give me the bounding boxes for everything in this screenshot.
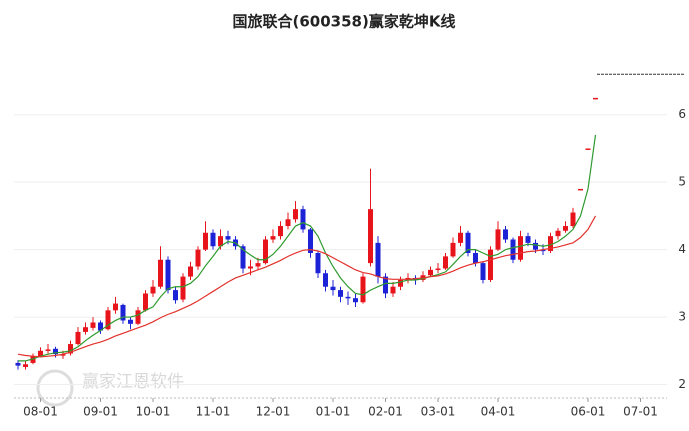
candle-body <box>525 236 531 243</box>
candle-body <box>15 362 21 366</box>
candle-body <box>195 249 201 267</box>
y-tick-label: 5 <box>678 175 686 189</box>
candle-body <box>173 290 178 301</box>
candle-body <box>113 303 118 311</box>
candle-body <box>315 253 321 274</box>
candle-body <box>23 364 28 367</box>
candle-body <box>30 356 36 363</box>
candle-body <box>555 230 561 237</box>
candle-body <box>398 279 403 287</box>
candle-body <box>465 232 471 253</box>
x-tick-label: 01-01 <box>316 405 351 419</box>
candle-body <box>263 239 268 264</box>
candle-body <box>540 249 546 252</box>
x-tick-label: 03-01 <box>421 405 456 419</box>
candle-body <box>218 236 223 247</box>
candle-body <box>488 249 493 280</box>
y-tick-label: 6 <box>678 107 686 121</box>
candle-body <box>353 298 358 303</box>
x-tick-label: 06-01 <box>571 405 606 419</box>
candle-body <box>360 276 366 303</box>
candle-body <box>60 354 66 356</box>
candle-body <box>338 290 343 297</box>
candle-body <box>533 242 538 250</box>
candle-body <box>563 226 568 231</box>
candle-body <box>120 304 126 321</box>
x-tick-label: 07-01 <box>623 405 658 419</box>
candle-body <box>323 273 328 287</box>
candle-body <box>570 212 576 227</box>
moving-average-line <box>18 134 597 362</box>
candle-body <box>330 286 336 291</box>
chart-title: 国旅联合(600358)赢家乾坤K线 <box>233 13 456 31</box>
candle-body <box>210 232 216 247</box>
candle-body <box>135 310 141 324</box>
candle-body <box>150 286 156 294</box>
candle-body <box>458 232 463 243</box>
y-tick-label: 2 <box>678 377 686 391</box>
y-tick-label: 4 <box>678 242 686 256</box>
candle-body <box>308 229 313 253</box>
moving-average-line <box>17 215 597 358</box>
candle-body <box>593 97 598 100</box>
candle-body <box>548 236 553 251</box>
candle-body <box>503 229 508 240</box>
candle-body <box>255 263 261 267</box>
candle-body <box>510 239 516 260</box>
candle-body <box>158 259 163 287</box>
candle-body <box>45 349 51 351</box>
candle-body <box>375 242 381 277</box>
watermark: 赢家江恩软件 <box>82 372 184 392</box>
candle-body <box>435 268 441 271</box>
candle-body <box>188 266 193 277</box>
candle-body <box>390 286 396 294</box>
candle-body <box>225 236 231 240</box>
candle-body <box>480 263 486 280</box>
watermark-logo <box>36 369 74 407</box>
candle-body <box>495 229 501 250</box>
candle-body <box>585 148 591 150</box>
candle-body <box>278 226 283 237</box>
candle-body <box>345 296 351 299</box>
candle-body <box>240 246 246 269</box>
candle-body <box>180 276 186 300</box>
candle-body <box>270 236 276 240</box>
candle-body <box>293 209 298 220</box>
x-tick-label: 09-01 <box>83 405 118 419</box>
candle-body <box>68 344 73 354</box>
x-tick-label: 11-01 <box>196 405 231 419</box>
candle-body <box>443 256 448 269</box>
candle-body <box>473 253 478 264</box>
candle-body <box>285 219 291 227</box>
x-tick-label: 08-01 <box>23 405 58 419</box>
candle-body <box>428 269 433 276</box>
candle-body <box>450 242 456 257</box>
candle-body <box>83 327 88 332</box>
candle-body <box>53 348 58 355</box>
candle-body <box>368 209 373 264</box>
x-tick-label: 12-01 <box>256 405 291 419</box>
candle-body <box>383 276 388 294</box>
candle-body <box>75 331 81 345</box>
x-tick-label: 02-01 <box>368 405 403 419</box>
candle-body <box>518 236 523 260</box>
candle-body <box>578 188 583 191</box>
candle-body <box>165 259 171 291</box>
candle-body <box>105 310 111 330</box>
candle-body <box>300 209 306 230</box>
candle-body <box>248 266 253 269</box>
x-tick-label: 04-01 <box>481 405 516 419</box>
candle-body <box>38 350 43 357</box>
candle-body <box>98 322 103 331</box>
candle-body <box>128 319 133 324</box>
y-tick-label: 3 <box>678 310 686 324</box>
candle-body <box>143 293 148 311</box>
x-tick-label: 10-01 <box>136 405 171 419</box>
candle-body <box>90 322 96 328</box>
candle-body <box>203 232 208 250</box>
